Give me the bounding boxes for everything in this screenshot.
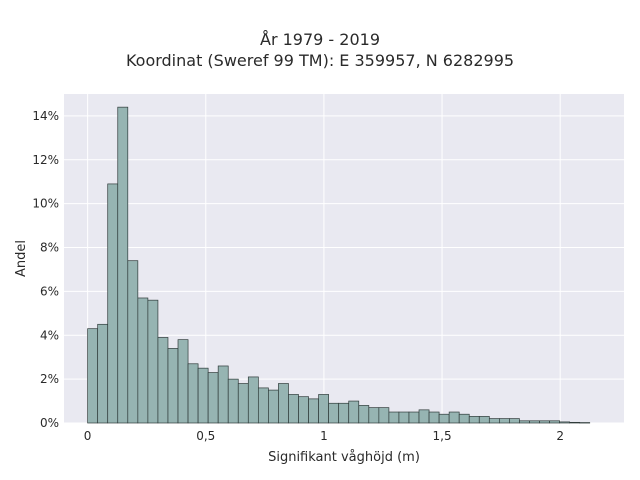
histogram-bar [147, 299, 159, 424]
histogram-bar [268, 389, 279, 424]
histogram-bar [569, 421, 581, 424]
histogram-bar [298, 396, 309, 424]
histogram-bar [428, 411, 440, 424]
histogram-bar [207, 372, 219, 424]
bars [87, 106, 591, 424]
histogram-bar [579, 422, 591, 424]
x-axis-ticks: 0 0,5 1 1,5 2 [84, 429, 564, 443]
histogram-bar [539, 420, 550, 424]
histogram-bar [217, 365, 229, 424]
histogram-bar [358, 405, 370, 424]
y-tick-label: 0% [40, 416, 59, 430]
histogram-bar [137, 297, 149, 424]
histogram-bar [187, 363, 199, 424]
histogram-bar [117, 106, 129, 424]
histogram-bar [559, 421, 571, 424]
histogram-bar [509, 418, 520, 424]
y-tick-label: 8% [40, 241, 59, 255]
histogram-bar [87, 328, 99, 424]
histogram-bar [388, 411, 400, 424]
histogram-bar [438, 413, 450, 424]
y-axis-ticks: 0% 2% 4% 6% 8% 10% 12% 14% [32, 109, 59, 430]
x-tick-label: 2 [556, 429, 564, 443]
histogram-bar [368, 407, 380, 424]
histogram-bar [318, 394, 329, 424]
histogram-bar [278, 383, 289, 424]
histogram-bar [237, 383, 249, 424]
histogram-bar [167, 348, 179, 424]
histogram-bar [257, 387, 269, 424]
histogram-bar [519, 420, 530, 424]
histogram-bar [448, 411, 460, 424]
histogram-bar [458, 413, 470, 424]
chart-title-line2: Koordinat (Sweref 99 TM): E 359957, N 62… [125, 51, 515, 70]
y-tick-label: 12% [32, 153, 59, 167]
histogram-bar [478, 416, 490, 424]
histogram-bar [499, 418, 510, 424]
histogram-bar [157, 337, 169, 424]
histogram-bar [338, 402, 350, 424]
x-tick-label: 0,5 [196, 429, 215, 443]
x-axis-label: Signifikant våghöjd (m) [268, 450, 420, 465]
y-tick-label: 14% [32, 109, 59, 123]
histogram-bar [107, 183, 119, 424]
histogram-bar [529, 420, 540, 424]
histogram-bar [408, 411, 420, 424]
histogram-bar [468, 416, 480, 424]
histogram-bar [398, 411, 410, 424]
histogram-bar [348, 400, 360, 424]
x-tick-label: 0 [84, 429, 92, 443]
histogram-bar [247, 376, 259, 424]
histogram-bar [328, 402, 340, 424]
histogram-bar [549, 420, 560, 424]
histogram-bar [97, 323, 109, 424]
histogram-bar [227, 378, 239, 424]
y-tick-label: 2% [40, 372, 59, 386]
y-tick-label: 10% [32, 197, 59, 211]
y-tick-label: 4% [40, 328, 59, 342]
histogram-bar [288, 394, 299, 424]
histogram-bar [197, 367, 209, 424]
histogram-bar [127, 260, 139, 424]
histogram-bar [177, 339, 189, 424]
histogram-bar [308, 398, 319, 424]
y-tick-label: 6% [40, 284, 59, 298]
x-tick-label: 1,5 [433, 429, 452, 443]
histogram-bar [488, 418, 500, 424]
chart-title-line1: År 1979 - 2019 [260, 30, 380, 49]
histogram-bar [378, 407, 390, 424]
x-tick-label: 1 [320, 429, 328, 443]
histogram-bar [418, 409, 430, 424]
y-axis-label: Andel [14, 240, 29, 277]
